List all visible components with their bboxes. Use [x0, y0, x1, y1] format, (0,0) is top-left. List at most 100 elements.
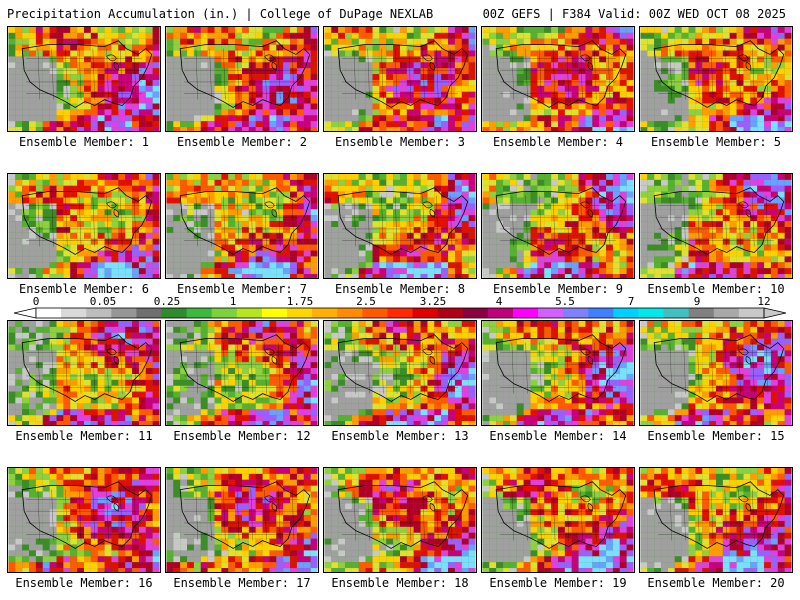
colorbar-swatch	[211, 308, 238, 318]
state-boundaries	[658, 48, 774, 100]
colorbar-swatch	[512, 308, 539, 318]
colorbar-swatch	[663, 308, 690, 318]
state-boundaries	[184, 195, 300, 247]
ensemble-member-map	[639, 173, 793, 279]
state-boundaries	[342, 195, 458, 247]
ensemble-member-map	[7, 320, 161, 426]
ensemble-member-label: Ensemble Member: 7	[176, 282, 308, 296]
precip-field	[640, 27, 792, 131]
colorbar-max-arrow	[763, 307, 787, 319]
state-boundaries	[26, 48, 142, 100]
colorbar-swatch	[362, 308, 388, 318]
state-boundaries	[342, 48, 458, 100]
precip-field	[166, 468, 318, 572]
state-boundaries	[500, 489, 616, 541]
model-run-info: 00Z GEFS | F384 Valid: 00Z WED OCT 08 20…	[482, 7, 786, 21]
precip-field	[324, 468, 476, 572]
state-boundaries	[658, 195, 774, 247]
state-boundaries	[658, 342, 774, 394]
colorbar-swatch	[136, 308, 163, 318]
precip-field	[482, 174, 634, 278]
colorbar-tick-label: 2.5	[356, 295, 376, 308]
ensemble-member-map	[639, 467, 793, 573]
colorbar-tick-label: 9	[693, 295, 701, 308]
colorbar-swatch	[738, 308, 765, 318]
precip-field	[8, 468, 160, 572]
colorbar-tick-label: 7	[627, 295, 635, 308]
precip-field	[8, 321, 160, 425]
colorbar-swatch	[688, 308, 715, 318]
ensemble-member-label: Ensemble Member: 18	[331, 576, 469, 590]
ensemble-member-map	[481, 320, 635, 426]
state-boundaries	[500, 195, 616, 247]
ensemble-member-map	[7, 26, 161, 132]
ensemble-member-map	[481, 26, 635, 132]
ensemble-member-map	[165, 467, 319, 573]
ensemble-member-label: Ensemble Member: 8	[334, 282, 466, 296]
ensemble-member-label: Ensemble Member: 14	[489, 429, 627, 443]
ensemble-member-label: Ensemble Member: 12	[173, 429, 311, 443]
ensemble-member-map	[165, 26, 319, 132]
colorbar-tick-label: 0.25	[153, 295, 181, 308]
colorbar-swatch	[36, 308, 62, 318]
ensemble-member-label: Ensemble Member: 20	[647, 576, 785, 590]
ensemble-member-map	[323, 173, 477, 279]
precip-field	[166, 174, 318, 278]
ensemble-member-label: Ensemble Member: 6	[18, 282, 150, 296]
colorbar-scale	[13, 307, 787, 319]
precip-field	[640, 321, 792, 425]
colorbar-swatch	[161, 308, 188, 318]
colorbar-swatch	[312, 308, 338, 318]
precip-field	[482, 321, 634, 425]
ensemble-member-map	[323, 320, 477, 426]
state-boundaries	[184, 48, 300, 100]
ensemble-member-label: Ensemble Member: 5	[650, 135, 782, 149]
colorbar-swatch	[287, 308, 313, 318]
ensemble-member-label: Ensemble Member: 16	[15, 576, 153, 590]
colorbar-swatch	[261, 308, 288, 318]
colorbar-swatch	[563, 308, 589, 318]
state-boundaries	[184, 489, 300, 541]
colorbar-tick-label: 1.75	[286, 295, 314, 308]
colorbar-swatch	[61, 308, 87, 318]
colorbar-swatch	[462, 308, 489, 318]
colorbar-swatch	[613, 308, 639, 318]
colorbar-tick-labels: 0 0.05 0.25 1 1.75 2.5 3.25 4 5.5 7 9 12	[0, 295, 800, 308]
precip-field	[8, 174, 160, 278]
precip-field	[482, 468, 634, 572]
precip-field	[8, 27, 160, 131]
state-boundaries	[500, 342, 616, 394]
colorbar-swatch	[86, 308, 112, 318]
colorbar-swatch	[412, 308, 439, 318]
ensemble-member-map	[481, 467, 635, 573]
ensemble-member-label: Ensemble Member: 2	[176, 135, 308, 149]
colorbar-tick-label: 0.05	[89, 295, 117, 308]
state-boundaries	[500, 48, 616, 100]
ensemble-member-label: Ensemble Member: 13	[331, 429, 469, 443]
ensemble-member-map	[323, 467, 477, 573]
ensemble-member-label: Ensemble Member: 10	[647, 282, 785, 296]
colorbar-swatch	[111, 308, 137, 318]
precip-field	[640, 468, 792, 572]
ensemble-member-label: Ensemble Member: 1	[18, 135, 150, 149]
colorbar-swatch	[236, 308, 263, 318]
ensemble-member-map	[7, 173, 161, 279]
colorbar-swatch	[588, 308, 614, 318]
colorbar-swatch	[186, 308, 213, 318]
ensemble-member-label: Ensemble Member: 3	[334, 135, 466, 149]
colorbar-swatch	[638, 308, 665, 318]
header: Precipitation Accumulation (in.) | Colle…	[0, 0, 800, 26]
precip-field	[324, 27, 476, 131]
colorbar-swatch	[713, 308, 740, 318]
ensemble-member-label: Ensemble Member: 4	[492, 135, 624, 149]
colorbar-tick-label: 12	[757, 295, 771, 308]
precip-field	[166, 321, 318, 425]
ensemble-member-map	[323, 26, 477, 132]
state-boundaries	[26, 195, 142, 247]
precip-field	[166, 27, 318, 131]
ensemble-member-label: Ensemble Member: 17	[173, 576, 311, 590]
colorbar-swatch	[387, 308, 414, 318]
state-boundaries	[184, 342, 300, 394]
state-boundaries	[26, 342, 142, 394]
colorbar-min-arrow	[13, 307, 37, 319]
